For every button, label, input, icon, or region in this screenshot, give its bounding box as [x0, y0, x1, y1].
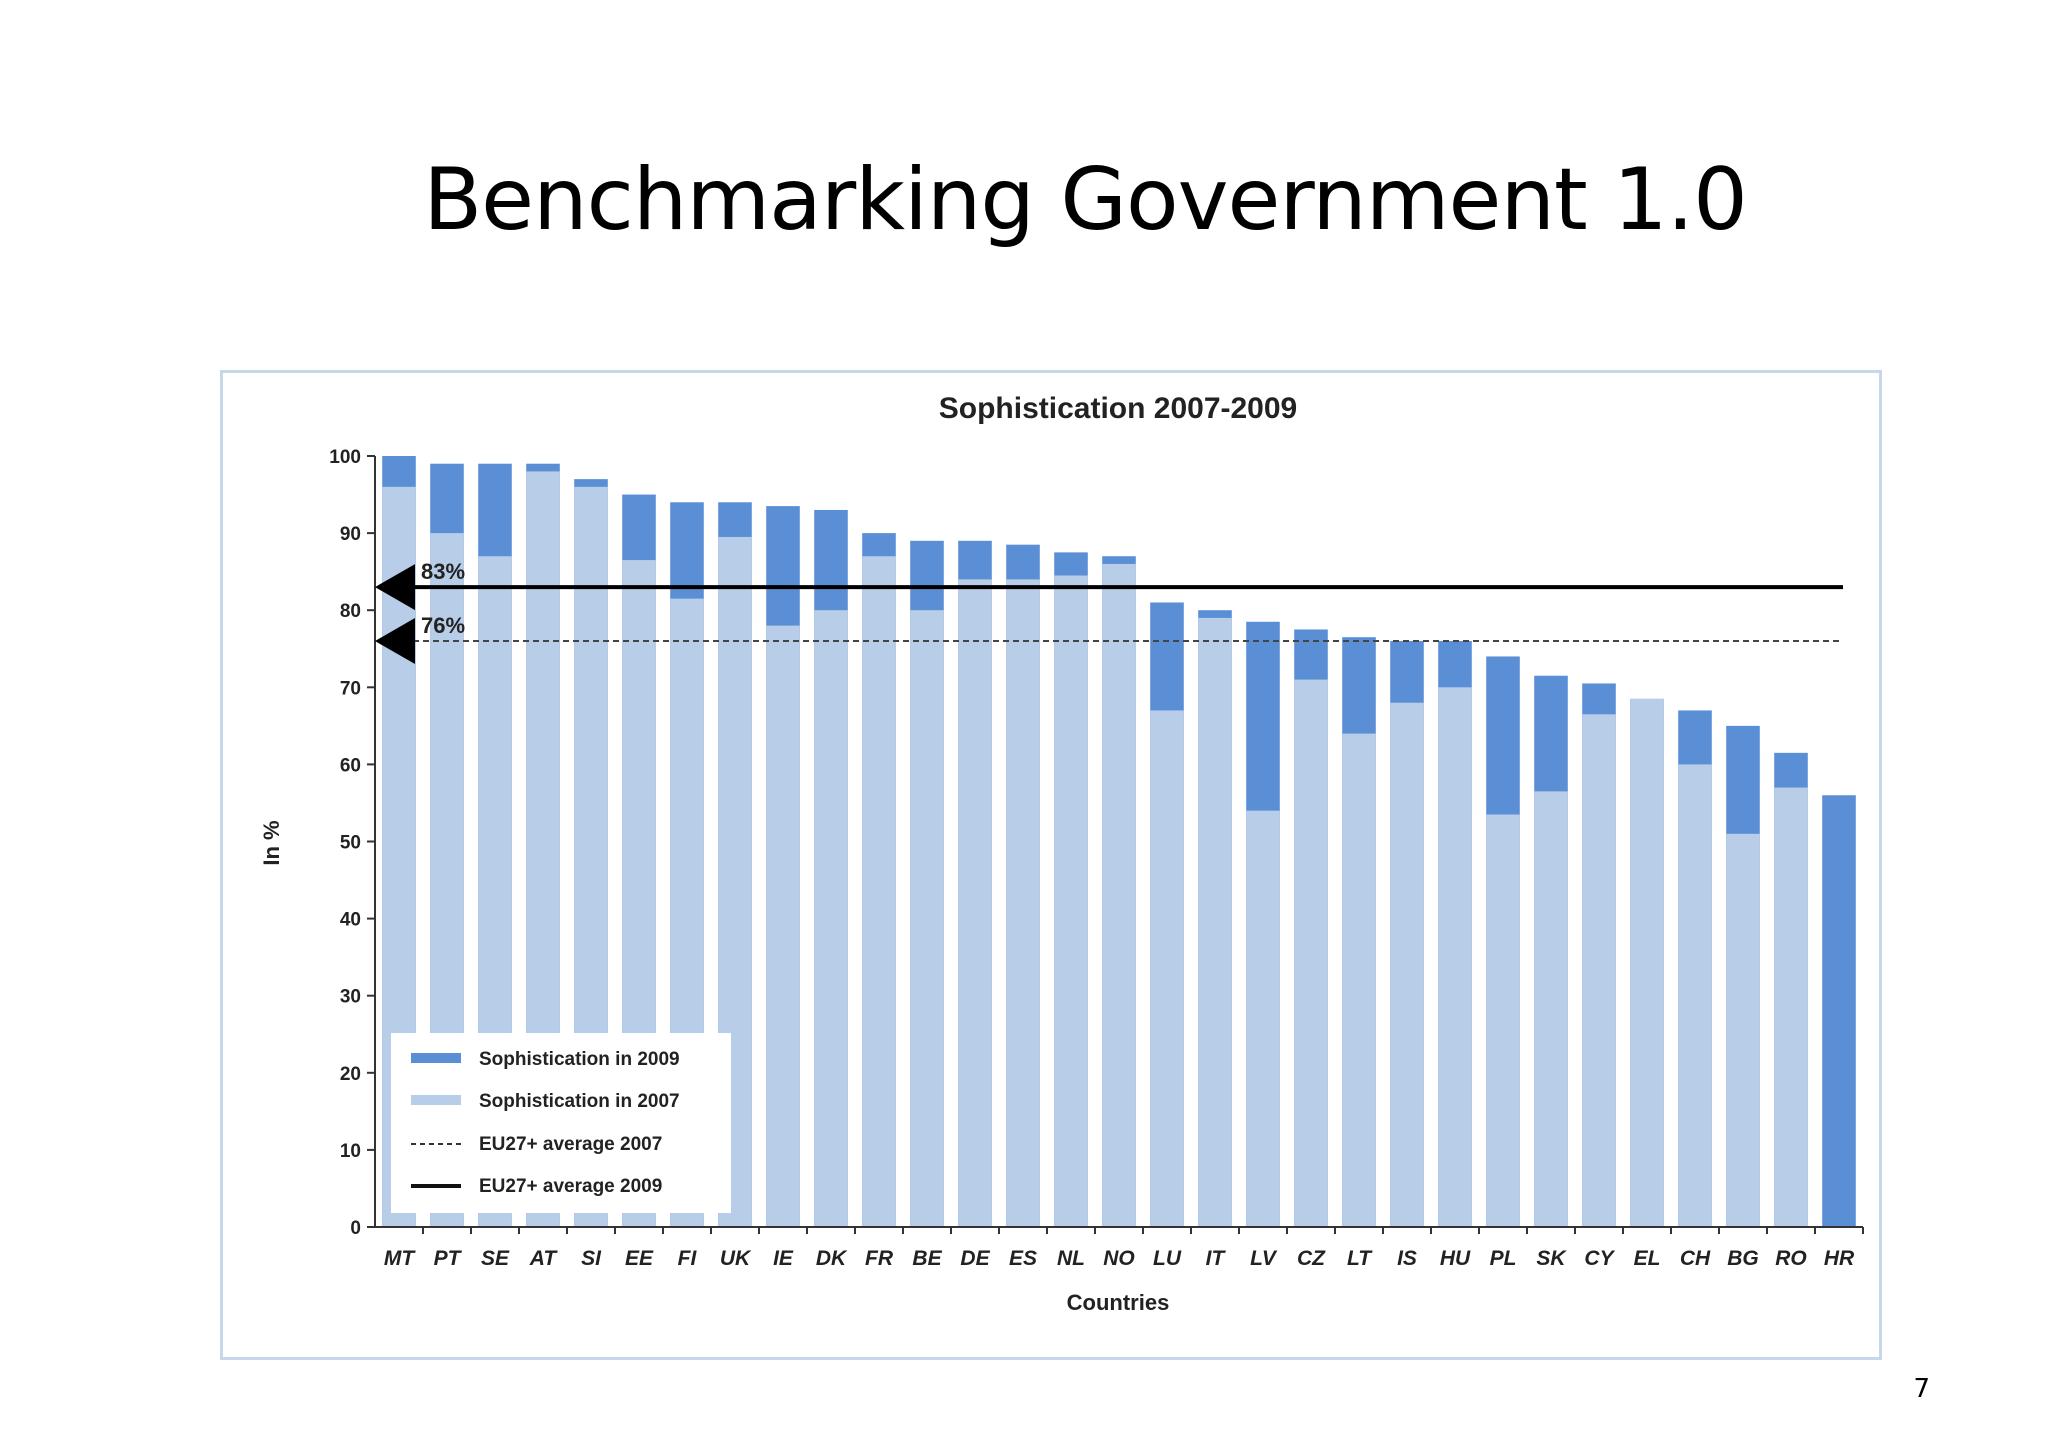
legend-swatch-2009	[411, 1053, 461, 1063]
bar-2007-ro	[1774, 787, 1808, 1227]
ref-label-avg-2009: 83%	[421, 559, 465, 584]
legend: Sophistication in 2009 Sophistication in…	[391, 1033, 731, 1213]
x-tick-label-sk: SK	[1536, 1247, 1567, 1270]
x-tick-label-dk: DK	[816, 1247, 848, 1270]
legend-label-avg-2007: EU27+ average 2007	[479, 1134, 662, 1155]
bar-2007-cy	[1582, 714, 1616, 1227]
x-tick-label-at: AT	[529, 1247, 559, 1270]
x-tick-label-fi: FI	[678, 1247, 698, 1270]
y-tick-label: 0	[350, 1218, 361, 1239]
bar-2007-el	[1630, 698, 1664, 1227]
x-tick-label-ee: EE	[625, 1247, 654, 1270]
y-tick-label: 80	[340, 601, 361, 622]
bar-2007-lt	[1342, 733, 1376, 1227]
bar-2007-lu	[1150, 710, 1184, 1227]
legend-label-2009: Sophistication in 2009	[479, 1049, 680, 1070]
x-tick-label-de: DE	[960, 1247, 990, 1270]
y-tick-label: 60	[340, 755, 361, 776]
bar-2007-hu	[1438, 687, 1472, 1227]
bar-2007-de	[958, 579, 992, 1227]
legend-label-avg-2009: EU27+ average 2009	[479, 1176, 662, 1197]
y-ticks-group: 0 10 20 30 40 50 60 70 80 90 100	[329, 447, 375, 1239]
bar-2007-dk	[814, 610, 848, 1227]
chart-title: Sophistication 2007-2009	[939, 392, 1297, 425]
chart-frame: Sophistication 2007-2009 0 10 20 30 40 50 60 70…	[220, 370, 1882, 1360]
x-tick-label-lt: LT	[1347, 1247, 1373, 1270]
y-axis-label: In %	[259, 820, 284, 865]
x-tick-label-uk: UK	[720, 1247, 752, 1270]
legend-swatch-2007	[411, 1095, 461, 1105]
page-number: 7	[1913, 1374, 1930, 1404]
x-tick-label-nl: NL	[1057, 1247, 1085, 1270]
slide-title: Benchmarking Government 1.0	[423, 150, 1748, 250]
y-tick-label: 50	[340, 833, 361, 854]
bar-2007-be	[910, 610, 944, 1227]
x-tick-label-lu: LU	[1153, 1247, 1182, 1270]
x-tick-label-el: EL	[1634, 1247, 1661, 1270]
x-tick-label-mt: MT	[384, 1247, 416, 1270]
chart-svg: Sophistication 2007-2009 0 10 20 30 40 50 60 70…	[259, 392, 1864, 1315]
ref-arrow-avg-2007	[375, 618, 415, 665]
x-tick-label-bg: BG	[1727, 1247, 1759, 1270]
y-tick-label: 90	[340, 524, 361, 545]
y-tick-label: 100	[329, 447, 361, 468]
y-tick-label: 30	[340, 987, 361, 1008]
y-tick-label: 70	[340, 678, 361, 699]
bar-2007-no	[1102, 563, 1136, 1227]
x-tick-label-no: NO	[1103, 1247, 1135, 1270]
x-tick-label-pl: PL	[1490, 1247, 1517, 1270]
x-tick-label-es: ES	[1009, 1247, 1037, 1270]
x-tick-label-hr: HR	[1824, 1247, 1855, 1270]
x-tick-label-it: IT	[1206, 1247, 1227, 1270]
bar-2007-sk	[1534, 791, 1568, 1227]
x-tick-label-si: SI	[581, 1247, 602, 1270]
bar-2007-bg	[1726, 833, 1760, 1227]
bar-2007-pl	[1486, 814, 1520, 1227]
x-tick-label-ie: IE	[773, 1247, 794, 1270]
ref-arrow-avg-2009	[375, 564, 415, 611]
x-ticks-group: MT PT SE AT SI EE FI UK IE DK FR BE DE ES NL NO LU IT LV CZ…	[384, 1227, 1864, 1270]
x-tick-label-ch: CH	[1680, 1247, 1711, 1270]
x-tick-label-cz: CZ	[1297, 1247, 1326, 1270]
x-axis-label: Countries	[1067, 1290, 1170, 1315]
bar-2007-it	[1198, 617, 1232, 1227]
y-tick-label: 20	[340, 1064, 361, 1085]
bar-2007-cz	[1294, 679, 1328, 1227]
x-tick-label-hu: HU	[1440, 1247, 1471, 1270]
bar-2009-hr	[1822, 795, 1856, 1227]
bar-2007-ie	[766, 625, 800, 1227]
y-tick-label: 40	[340, 910, 361, 931]
bar-2007-ch	[1678, 764, 1712, 1227]
bar-2007-es	[1006, 579, 1040, 1227]
y-tick-label: 10	[340, 1141, 361, 1162]
x-tick-label-pt: PT	[434, 1247, 463, 1270]
x-tick-label-is: IS	[1397, 1247, 1417, 1270]
x-tick-label-be: BE	[912, 1247, 942, 1270]
bar-2007-lv	[1246, 810, 1280, 1227]
x-tick-label-ro: RO	[1775, 1247, 1807, 1270]
bar-2007-is	[1390, 702, 1424, 1227]
x-tick-label-fr: FR	[865, 1247, 894, 1270]
x-tick-label-lv: LV	[1250, 1247, 1278, 1270]
bar-2007-fr	[862, 556, 896, 1227]
reference-lines-group: 76% 83%	[375, 559, 1843, 665]
bar-2007-nl	[1054, 575, 1088, 1227]
ref-label-avg-2007: 76%	[421, 613, 465, 638]
legend-label-2007: Sophistication in 2007	[479, 1091, 680, 1112]
x-tick-label-cy: CY	[1584, 1247, 1615, 1270]
x-tick-label-se: SE	[481, 1247, 510, 1270]
